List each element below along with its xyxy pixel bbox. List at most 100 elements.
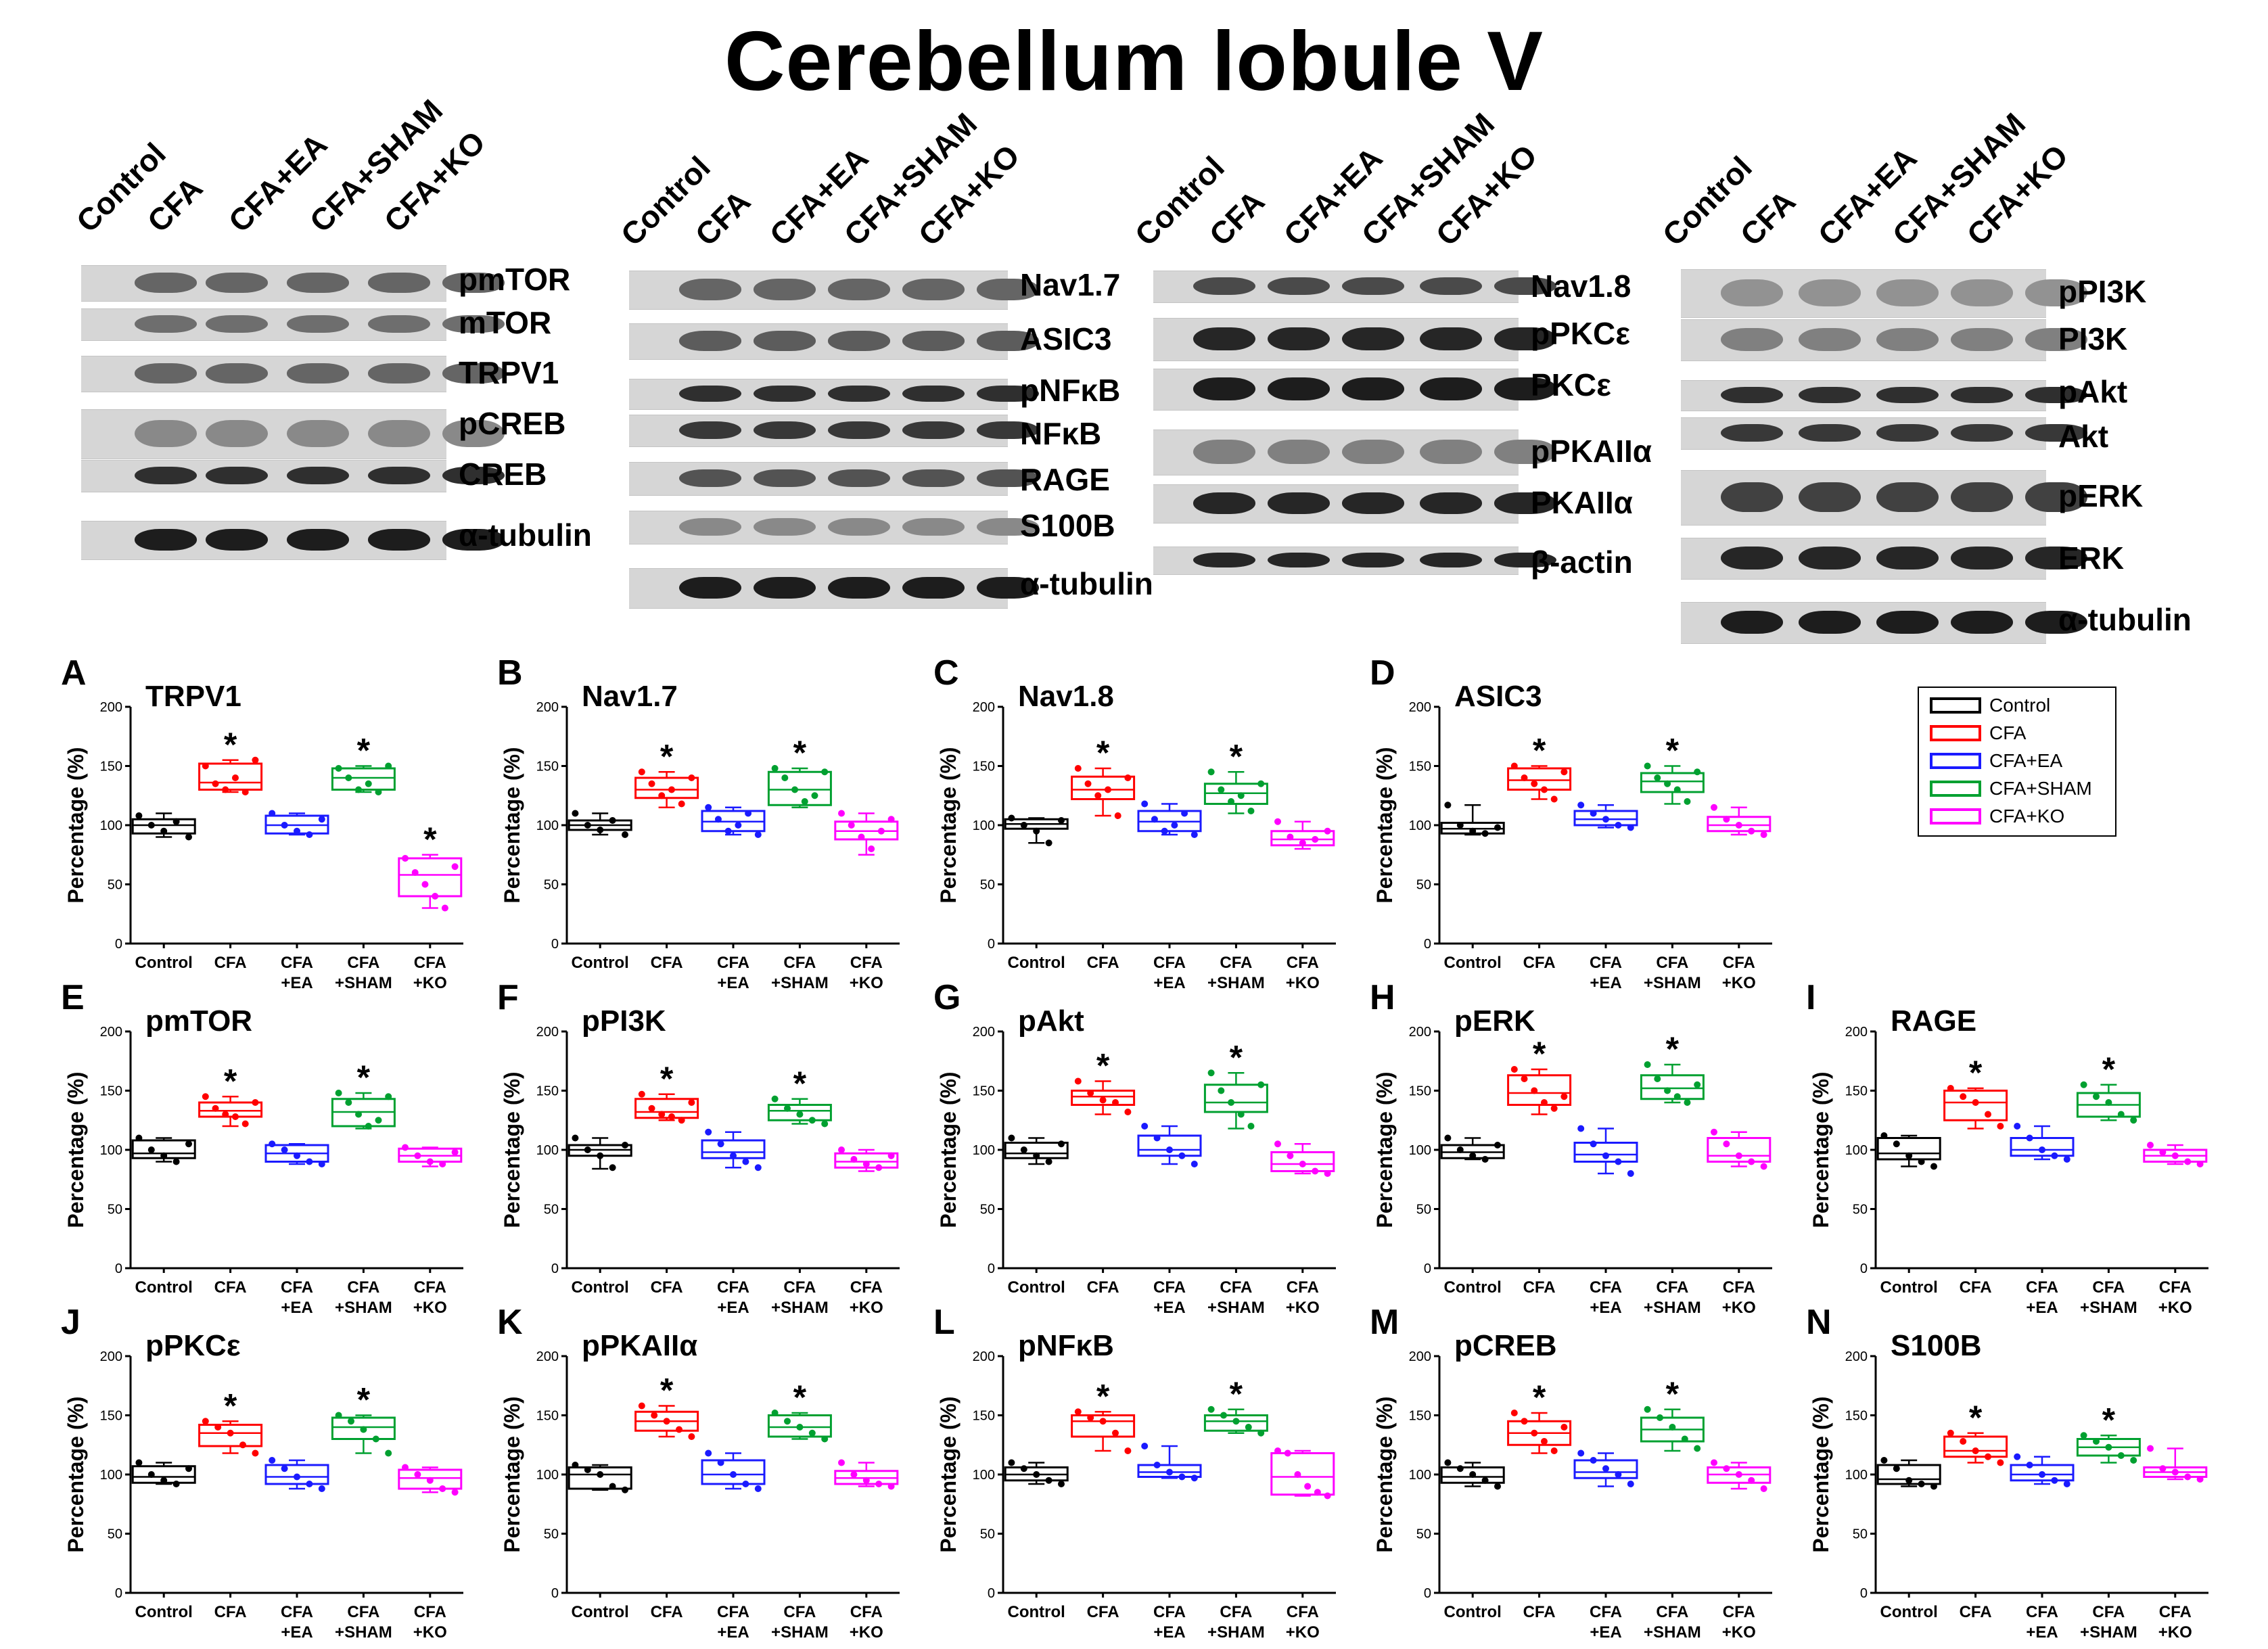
data-point — [2063, 1156, 2070, 1163]
x-tick-label: CFA — [1287, 1603, 1319, 1621]
blot-band — [206, 273, 268, 293]
data-point — [862, 1477, 870, 1484]
chart-panel-A: A TRPV1 Percentage (%) 0 50 100 150 200 Control *… — [61, 653, 484, 992]
data-point — [2147, 1445, 2154, 1452]
y-tick-label: 100 — [536, 1143, 559, 1158]
box-rect — [198, 1101, 263, 1118]
data-point — [1627, 1170, 1634, 1177]
data-point — [584, 1466, 591, 1473]
x-tick-label: CFA — [281, 1278, 313, 1297]
data-point — [597, 1471, 604, 1478]
blot-band — [287, 529, 349, 551]
panel-letter: K — [497, 1303, 523, 1342]
blot-band — [1876, 611, 1939, 634]
data-point — [877, 827, 885, 835]
data-point — [1481, 830, 1489, 837]
box-CFA+KO: * — [398, 820, 463, 912]
box-CFA+EA — [701, 1449, 766, 1492]
data-point — [1602, 1465, 1609, 1472]
data-point — [385, 762, 392, 770]
data-point — [1669, 1424, 1676, 1431]
chart-panel-I: I RAGE Percentage (%) 0 50 100 150 200 Control * C… — [1806, 978, 2229, 1317]
data-point — [2039, 1146, 2045, 1153]
data-point — [1020, 1146, 1027, 1153]
box-rect — [634, 776, 699, 799]
y-tick-label: 200 — [1845, 1025, 1868, 1040]
significance-star: * — [1666, 732, 1680, 770]
data-point — [348, 1418, 354, 1425]
data-point — [668, 1113, 675, 1120]
x-tick-label: +SHAM — [771, 974, 829, 992]
blot-band — [1193, 552, 1255, 568]
x-tick-label: CFA — [2026, 1278, 2058, 1297]
significance-star: * — [2102, 1401, 2116, 1439]
y-axis-label: Percentage (%) — [1372, 1071, 1397, 1228]
x-tick-label: CFA — [214, 1278, 247, 1297]
blot-band — [135, 419, 197, 448]
blot-protein-label: pmTOR — [459, 262, 571, 297]
data-point — [678, 1117, 685, 1124]
data-point — [1673, 786, 1681, 793]
data-point — [2184, 1158, 2192, 1165]
x-tick-label: CFA — [1960, 1278, 1992, 1297]
panel-letter: G — [933, 978, 961, 1017]
blot-band — [828, 517, 890, 536]
blot-protein-label: Nav1.7 — [1020, 267, 1121, 302]
y-tick-label: 100 — [973, 1143, 995, 1158]
data-point — [1304, 1483, 1312, 1490]
y-tick-label: 200 — [100, 1349, 122, 1364]
data-point — [811, 792, 818, 799]
data-point — [2093, 1093, 2100, 1100]
data-point — [1972, 1447, 1979, 1454]
y-tick-label: 150 — [1845, 1084, 1868, 1099]
x-tick-label: +SHAM — [771, 1623, 829, 1642]
blot-band — [754, 469, 816, 488]
chart-panel-N: N S100B Percentage (%) 0 50 100 150 200 Control *… — [1806, 1303, 2229, 1642]
data-point — [294, 1152, 300, 1159]
data-point — [1627, 1481, 1634, 1487]
data-point — [742, 1481, 749, 1487]
data-point — [1918, 1481, 1925, 1487]
y-axis-label: Percentage (%) — [500, 1071, 524, 1228]
data-point — [2171, 1468, 2179, 1476]
x-tick-label: +SHAM — [335, 1299, 392, 1317]
x-tick-label: +KO — [850, 1623, 883, 1642]
significance-star: * — [224, 1387, 237, 1424]
data-point — [1124, 1447, 1132, 1454]
data-point — [160, 1477, 168, 1484]
significance-star: * — [1666, 1375, 1680, 1413]
blot-band — [1494, 439, 1556, 465]
significance-star: * — [1230, 1375, 1243, 1413]
y-tick-label: 50 — [980, 1527, 995, 1542]
data-point — [1673, 1093, 1681, 1100]
panel-letter: F — [497, 978, 519, 1017]
y-tick-label: 150 — [973, 1409, 995, 1424]
data-point — [231, 774, 239, 781]
y-tick-label: 50 — [1853, 1527, 1868, 1542]
y-tick-label: 200 — [973, 1025, 995, 1040]
data-point — [1141, 1443, 1149, 1449]
data-point — [2051, 1477, 2058, 1484]
box-CFA: * — [1071, 1047, 1136, 1115]
x-tick-label: +KO — [413, 974, 447, 992]
box-plot-svg: Percentage (%) 0 50 100 150 200 Control * CFA CFA… — [1809, 1025, 2208, 1317]
panel-letter: J — [61, 1303, 80, 1342]
x-tick-label: CFA — [2092, 1278, 2125, 1297]
blot-band — [1494, 492, 1556, 514]
data-point — [385, 1449, 392, 1457]
box-Control — [1876, 1132, 1941, 1170]
data-point — [638, 1402, 645, 1410]
data-point — [1540, 1099, 1548, 1106]
y-axis-label: Percentage (%) — [936, 747, 961, 903]
panel-title: pPKCε — [145, 1329, 241, 1362]
blot-band — [1193, 377, 1255, 400]
data-point — [1045, 1477, 1052, 1484]
y-tick-label: 200 — [536, 1025, 559, 1040]
data-point — [2080, 1081, 2087, 1088]
panel-letter: I — [1806, 978, 1816, 1017]
x-tick-label: CFA — [1220, 1603, 1252, 1621]
data-point — [1760, 1163, 1767, 1170]
data-point — [638, 1090, 645, 1098]
data-point — [887, 1483, 895, 1490]
